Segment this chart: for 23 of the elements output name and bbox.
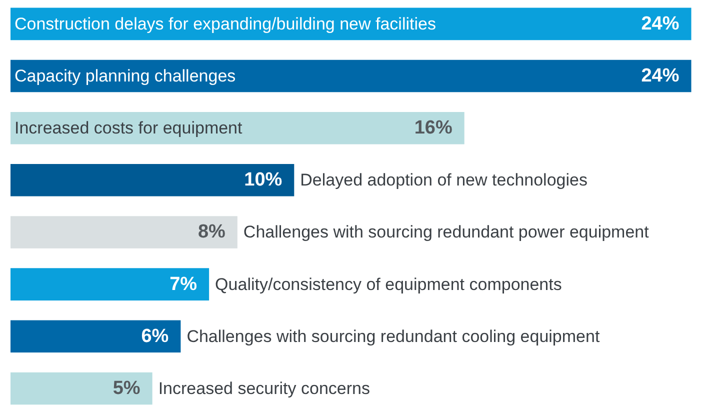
y-tick-label: Challenges with sourcing redundant cooling equipment bbox=[186, 326, 600, 346]
bar bbox=[10, 372, 152, 405]
data-label: 24% bbox=[641, 13, 680, 34]
data-label: 7% bbox=[170, 274, 198, 295]
data-label: 6% bbox=[141, 326, 169, 347]
y-tick-label: Construction delays for expanding/building new facilities bbox=[14, 14, 436, 34]
bar bbox=[10, 60, 692, 92]
data-label: 10% bbox=[244, 170, 282, 191]
y-tick-label: Increased costs for equipment bbox=[14, 118, 243, 138]
data-label: 8% bbox=[198, 222, 226, 243]
y-tick-label: Increased security concerns bbox=[158, 378, 370, 398]
y-tick-label: Delayed adoption of new technologies bbox=[300, 170, 588, 190]
bar bbox=[10, 164, 294, 196]
bar bbox=[10, 320, 181, 353]
bar bbox=[10, 268, 210, 300]
bar bbox=[10, 112, 464, 144]
y-tick-label: Capacity planning challenges bbox=[14, 66, 236, 86]
bar bbox=[10, 216, 238, 248]
data-label: 5% bbox=[112, 378, 140, 399]
data-label: 24% bbox=[641, 66, 680, 87]
y-tick-label: Challenges with sourcing redundant power equipment bbox=[243, 222, 650, 242]
data-label: 16% bbox=[414, 118, 452, 139]
y-tick-label: Quality/consistency of equipment components bbox=[215, 274, 562, 294]
